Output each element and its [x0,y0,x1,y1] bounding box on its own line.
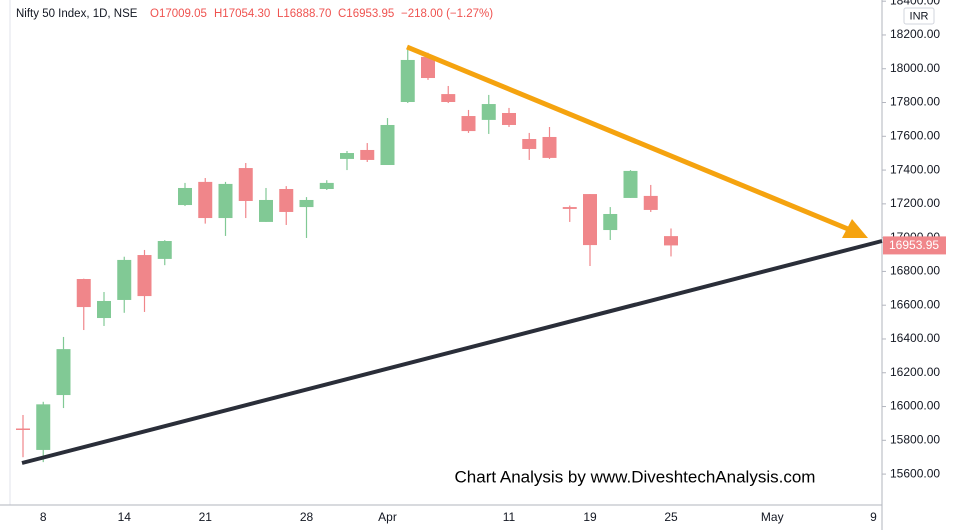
y-tick-label: 18400.00 [890,0,940,7]
candle-body [218,183,233,219]
symbol: Nifty 50 Index, 1D, NSE [16,8,138,20]
plot [16,47,678,463]
candle-body [461,116,476,132]
x-tick-label: 25 [664,510,678,524]
y-tick-label: 18200.00 [890,27,940,41]
resistance-trendline [406,44,849,232]
x-tick-label: Apr [378,510,397,524]
y-tick-label: 17200.00 [890,196,940,210]
y-tick-label: 17800.00 [890,95,940,109]
y-tick-label: 17600.00 [890,128,940,142]
currency-box [903,7,935,25]
candle-body [643,195,658,210]
candle-body [623,170,638,198]
ohlc-change: −218.00 (−1.27%) [401,8,493,20]
x-tick-label: 11 [503,510,516,524]
x-tick-label: 9 [870,510,877,524]
ohlc-open: O17009.05 [150,8,207,20]
y-tick-label: 15600.00 [890,466,940,480]
candle-body [157,241,172,259]
candle-body [522,139,537,149]
candle-body [56,349,71,396]
x-tick-label: 21 [199,510,213,524]
candle-body [542,136,557,158]
ohlc-low: L16888.70 [277,8,331,20]
candle-body [238,168,253,201]
candle-body [562,207,577,209]
y-tick-label: 16800.00 [890,264,940,278]
candle-body [16,428,30,430]
watermark: Chart Analysis by www.DiveshtechAnalysis… [455,467,816,486]
y-tick-label: 15800.00 [890,432,940,446]
y-tick-label: 16400.00 [890,331,940,345]
candle-body [279,188,294,212]
candle-body [178,187,192,206]
candle-body [259,199,273,222]
candle-body [360,149,375,160]
y-tick-label: 16200.00 [890,365,940,379]
candle-body [481,104,496,120]
candle-body [421,56,435,79]
arrow-head [842,219,868,238]
candle-body [502,112,516,125]
x-tick-label: May [761,510,784,524]
last-price-label: 16953.95 [889,238,939,252]
candle-body [36,404,51,450]
support-trendline [21,239,883,465]
candle-body [441,94,456,103]
ohlc-close: C16953.95 [338,8,394,20]
candle-body [319,182,334,189]
x-tick-label: 8 [40,510,47,524]
candle-body [603,213,618,231]
currency: INR [910,10,929,22]
candle-body [583,194,597,246]
candle-body [380,124,395,166]
last-price-box [883,236,946,255]
x-tick-label: 14 [118,510,132,524]
y-tick-label: 17400.00 [890,162,940,176]
candle-body [137,255,152,297]
candle-body [299,199,314,208]
candle-body [340,153,354,159]
y-tick-label: 16600.00 [890,297,940,311]
candle-body [400,59,415,103]
candle-body [117,259,132,300]
candle-body [97,300,111,319]
candle-body [664,236,678,246]
ohlc-high: H17054.30 [214,8,270,20]
candle-body [76,279,91,308]
x-tick-label: 28 [300,510,314,524]
candle-body [198,181,213,219]
y-tick-label: 18000.00 [890,61,940,75]
x-tick-label: 19 [583,510,597,524]
y-tick-label: 16000.00 [890,399,940,413]
